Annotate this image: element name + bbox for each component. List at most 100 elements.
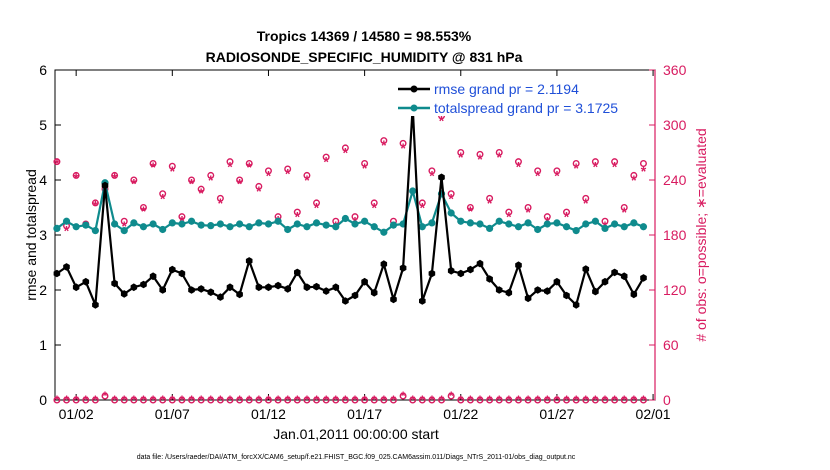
x-tick-label: 01/17 [347, 406, 382, 422]
spread-point [495, 217, 503, 225]
obs-bottom-marker [274, 396, 282, 404]
obs-possible-marker [293, 208, 301, 216]
obs-evaluated-marker: * [141, 203, 147, 219]
obs-evaluated-marker: * [295, 209, 301, 225]
obs-bottom-asterisk: * [247, 393, 252, 407]
obs-bottom-marker [361, 396, 369, 404]
obs-evaluated-marker: * [150, 159, 156, 175]
obs-bottom-marker [178, 396, 186, 404]
obs-possible-marker [380, 137, 388, 145]
spread-point [53, 224, 61, 232]
obs-evaluated-marker: * [189, 176, 195, 192]
spread-point [274, 217, 282, 225]
obs-bottom-asterisk: * [430, 393, 435, 407]
obs-bottom-asterisk: * [343, 393, 348, 407]
rmse-point [130, 283, 138, 292]
obs-bottom-asterisk: * [151, 393, 156, 407]
obs-possible-marker [601, 217, 609, 225]
obs-bottom-asterisk: * [228, 393, 233, 407]
obs-bottom-marker [476, 396, 484, 404]
obs-bottom-asterisk: * [83, 393, 88, 407]
obs-evaluated-marker: * [400, 140, 406, 156]
obs-bottom-marker [351, 396, 359, 404]
obs-bottom-marker [438, 396, 446, 404]
y-tick-label: 4 [39, 172, 47, 188]
spread-point [524, 219, 532, 227]
spread-point [255, 219, 263, 227]
obs-possible-marker [264, 167, 272, 175]
obs-evaluated-marker: * [372, 200, 378, 216]
x-axis: 01/02 01/07 01/12 01/17 01/22 01/27 02/01 [59, 70, 671, 422]
rmse-point [476, 259, 484, 268]
obs-evaluated-marker: * [122, 218, 128, 234]
obs-bottom-asterisk: * [170, 393, 175, 407]
obs-bottom-marker [447, 392, 455, 400]
spread-point [380, 228, 388, 236]
obs-bottom-marker [543, 396, 551, 404]
y-tick-label: 1 [39, 337, 47, 353]
obs-evaluated-marker: * [516, 158, 522, 174]
rmse-point [544, 287, 551, 295]
y-tick-label: 3 [39, 227, 47, 243]
obs-bottom-asterisk: * [189, 393, 194, 407]
obs-bottom-asterisk: * [276, 393, 281, 407]
obs-bottom-asterisk: * [295, 393, 300, 407]
spread-point [264, 220, 273, 228]
obs-evaluated-marker: * [439, 112, 445, 128]
obs-possible-marker [447, 190, 455, 198]
rmse-point [515, 261, 522, 270]
obs-bottom-asterisk: * [564, 393, 569, 407]
obs-bottom-marker [418, 396, 426, 404]
spread-point [361, 217, 369, 225]
obs-evaluated-marker: * [112, 170, 118, 186]
obs-bottom-marker [582, 396, 590, 404]
obs-bottom-asterisk: * [314, 393, 319, 407]
obs-evaluated-marker: * [198, 185, 204, 201]
obs-evaluated-marker: * [227, 158, 233, 174]
rmse-point [630, 290, 638, 299]
obs-bottom-marker [322, 396, 330, 404]
obs-bottom-marker [130, 396, 138, 404]
obs-possible-marker [428, 167, 436, 175]
spread-point [389, 221, 398, 229]
obs-bottom-asterisk: * [382, 393, 387, 407]
obs-possible-marker [322, 153, 330, 161]
obs-bottom-asterisk: * [391, 393, 396, 407]
x-tick-label: 01/12 [251, 406, 286, 422]
obs-bottom-marker [524, 396, 532, 404]
obs-bottom-marker [139, 396, 147, 404]
obs-possible-marker [553, 167, 561, 175]
rmse-point [582, 265, 590, 273]
obs-evaluated-marker: * [381, 137, 387, 153]
obs-bottom-asterisk: * [497, 393, 502, 407]
rmse-point [178, 269, 186, 278]
obs-bottom-marker [572, 396, 580, 404]
rmse-point [572, 301, 580, 309]
obs-bottom-asterisk: * [449, 389, 454, 403]
obs-evaluated-marker: * [170, 163, 176, 179]
obs-possible-marker [505, 208, 513, 216]
obs-bottom-marker [303, 396, 311, 404]
obs-bottom-asterisk: * [555, 393, 560, 407]
obs-possible-marker [168, 162, 176, 170]
obs-bottom-marker [188, 396, 196, 404]
rmse-point [342, 297, 349, 305]
rmse-point [169, 265, 176, 274]
obs-possible-marker [534, 167, 542, 175]
spread-point [187, 217, 196, 225]
rmse-point [380, 260, 388, 268]
obs-evaluated-marker: * [622, 204, 628, 220]
rmse-point [197, 285, 205, 293]
obs-bottom-marker [255, 396, 263, 404]
x-axis-label: Jan.01,2011 00:00:00 start [273, 426, 439, 442]
spread-point [197, 221, 205, 229]
obs-possible-marker [245, 159, 253, 167]
obs-bottom-marker [534, 396, 542, 404]
spread-point [562, 223, 571, 231]
spread-point [447, 209, 455, 217]
obs-possible-marker [457, 148, 465, 156]
spread-point [245, 223, 253, 231]
obs-bottom-asterisk: * [257, 393, 262, 407]
obs-possible-marker [563, 208, 571, 216]
rmse-point [188, 286, 195, 294]
